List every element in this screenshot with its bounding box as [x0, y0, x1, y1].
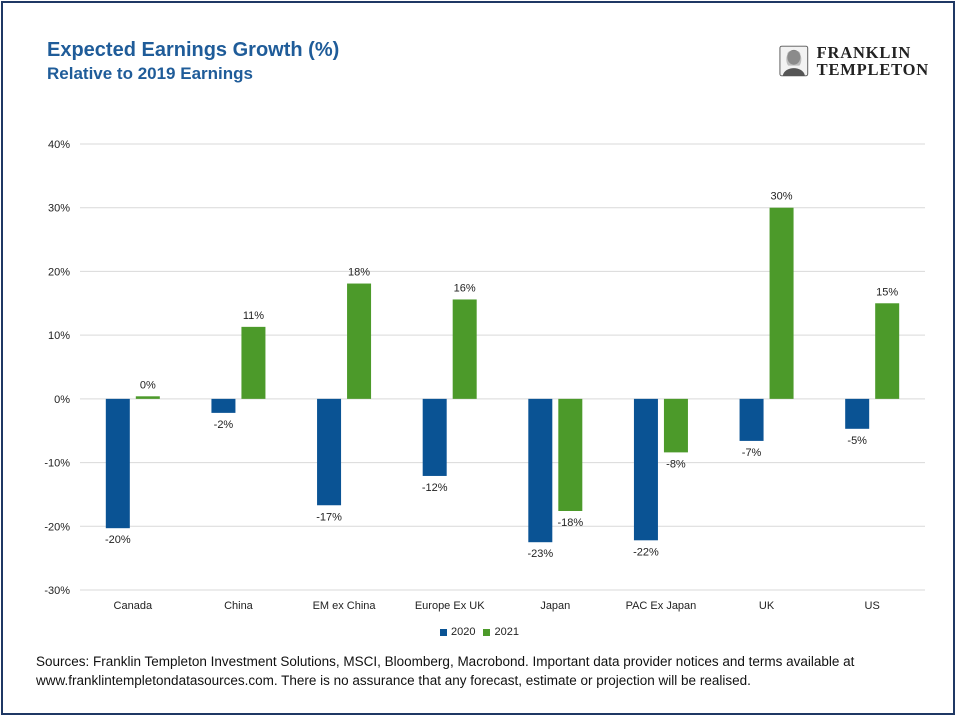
data-label-2021: 18%	[348, 267, 370, 279]
bar-2021-uk	[769, 207, 794, 399]
x-axis-tick-labels: Canada China EM ex China Europe Ex UK Japan P…	[114, 600, 880, 612]
bar-2020-pac-ex-japan	[633, 398, 658, 541]
x-tick-label: UK	[759, 600, 775, 612]
sources-line-2: www.franklintempletondatasources.com. Th…	[36, 673, 751, 688]
y-axis-tick-labels: 40% 30% 20% 10% 0% -10% -20% -30%	[44, 139, 70, 597]
bar-2020-canada	[105, 398, 130, 529]
logo-wordmark: FRANKLIN TEMPLETON	[817, 44, 929, 78]
legend-label-2020: 2020	[451, 626, 476, 638]
sources-footnote: Sources: Franklin Templeton Investment S…	[36, 652, 916, 690]
legend-item-2021: 2021	[483, 626, 519, 638]
data-label-2020: -17%	[316, 511, 342, 523]
y-tick-label: -30%	[44, 585, 70, 597]
data-label-2020: -2%	[214, 419, 234, 431]
legend-item-2020: 2020	[440, 626, 475, 638]
franklin-templeton-logo: FRANKLIN TEMPLETON	[779, 43, 929, 79]
legend-swatch-2021	[483, 628, 491, 636]
bar-2020-europe-ex-uk	[422, 398, 447, 476]
chart-subtitle: Relative to 2019 Earnings	[47, 64, 253, 83]
gridlines	[80, 143, 925, 591]
y-tick-label: 20%	[48, 266, 70, 278]
sources-line-1: Sources: Franklin Templeton Investment S…	[36, 654, 855, 669]
x-tick-label: China	[224, 600, 254, 612]
bar-2020-china	[211, 398, 236, 413]
bar-2021-pac-ex-japan	[663, 398, 688, 453]
bar-2020-uk	[739, 398, 764, 441]
bar-2021-us	[875, 303, 900, 399]
data-label-2021: 30%	[771, 191, 793, 203]
data-label-2021: -18%	[557, 517, 583, 529]
data-label-2021: 0%	[140, 379, 156, 391]
y-tick-label: 10%	[48, 330, 70, 342]
y-tick-label: 30%	[48, 203, 70, 215]
x-tick-label: Europe Ex UK	[415, 600, 485, 612]
data-label-2020: -5%	[847, 435, 867, 447]
data-label-2020: -20%	[105, 534, 131, 546]
legend-swatch-2020	[440, 628, 447, 636]
y-tick-label: -10%	[44, 458, 70, 470]
data-label-2020: -22%	[633, 546, 659, 558]
x-tick-label: US	[865, 600, 880, 612]
data-label-2020: -23%	[527, 548, 553, 560]
data-label-2021: -8%	[666, 458, 686, 470]
bar-2021-canada	[135, 396, 160, 399]
bar-2021-japan	[558, 398, 583, 511]
y-tick-label: 0%	[54, 394, 70, 406]
y-tick-label: 40%	[48, 139, 70, 151]
data-label-2021: 15%	[876, 286, 898, 298]
y-tick-label: -20%	[44, 521, 70, 533]
bar-2020-em-ex-china	[317, 398, 342, 506]
bar-2020-us	[845, 398, 870, 429]
data-label-2021: 11%	[243, 310, 264, 322]
chart-title: Expected Earnings Growth (%)	[47, 39, 340, 61]
bar-2020-japan	[528, 398, 553, 543]
bars	[105, 207, 900, 543]
data-labels: -20% 0% -2% 11% -17% 18% -12% 16% -23% -18% -22% -8…	[105, 191, 898, 561]
bar-2021-china	[241, 326, 266, 399]
legend-label-2021: 2021	[494, 626, 519, 638]
data-label-2021: 16%	[454, 282, 476, 294]
x-tick-label: PAC Ex Japan	[626, 600, 697, 612]
logo-line-1: FRANKLIN	[816, 43, 912, 62]
x-tick-label: Japan	[540, 600, 570, 612]
x-tick-label: EM ex China	[313, 600, 377, 612]
data-label-2020: -7%	[742, 447, 762, 459]
bar-2021-europe-ex-uk	[452, 299, 477, 399]
franklin-portrait-icon	[779, 45, 809, 77]
bar-2021-em-ex-china	[347, 283, 372, 399]
chart-legend: 2020 2021	[440, 626, 527, 638]
logo-line-2: TEMPLETON	[816, 60, 929, 79]
data-label-2020: -12%	[422, 482, 448, 494]
x-tick-label: Canada	[114, 600, 153, 612]
